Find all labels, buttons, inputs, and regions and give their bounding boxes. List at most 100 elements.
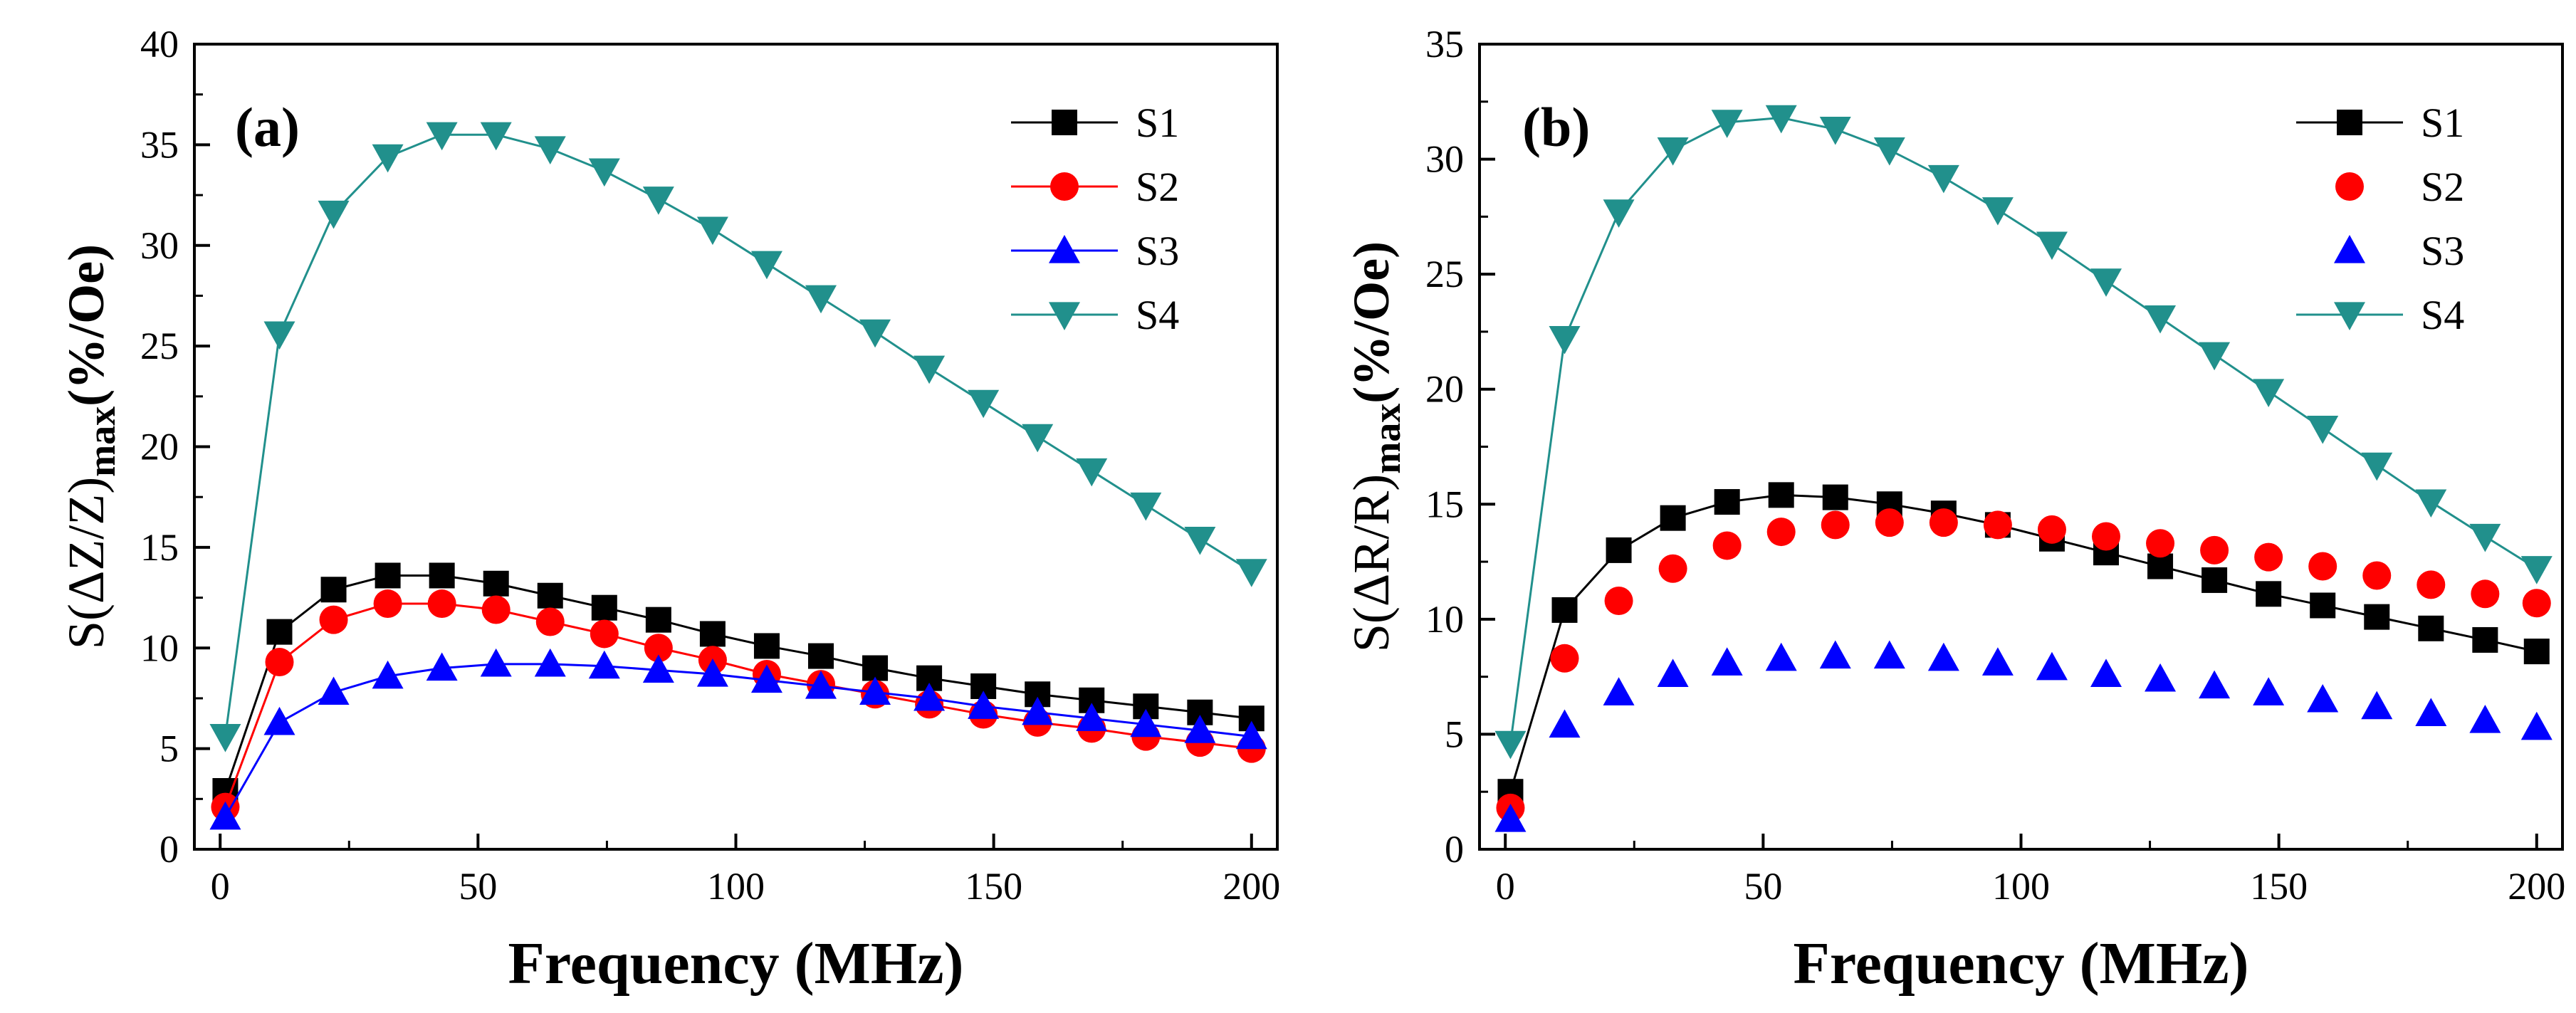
- panel-a-x-tick-label: 200: [1222, 865, 1280, 908]
- panel-a-data-point: [537, 582, 563, 609]
- panel-a-legend: S1 S2 S3 S4: [1011, 100, 1179, 338]
- panel-b-data-point: [1657, 137, 1689, 166]
- panel-b-y-tick-label: 15: [1425, 483, 1464, 525]
- panel-b-data-point: [1765, 642, 1797, 671]
- panel-a-series-s2: [211, 589, 1266, 822]
- panel-a-data-point: [1235, 720, 1267, 750]
- panel-b-x-tick-label: 100: [1992, 865, 2050, 908]
- panel-b-data-point: [2147, 553, 2174, 579]
- panel-b-data-point: [2256, 581, 2282, 607]
- panel-a-data-point: [426, 652, 458, 681]
- panel-b-x-tick-label: 150: [2250, 865, 2308, 908]
- panel-b-data-point: [1603, 677, 1635, 705]
- panel-b-series-s1: [1497, 482, 2550, 805]
- panel-b-data-point: [1658, 554, 1687, 583]
- panel-a-series-s1: [212, 562, 1265, 804]
- panel-b-y-tick-label: 25: [1425, 253, 1464, 295]
- panel-b-data-point: [1766, 518, 1796, 547]
- panel-b-series-s4: [1494, 105, 2553, 760]
- panel-a-data-point: [1076, 458, 1108, 487]
- panel-b-legend-label: S1: [2421, 100, 2464, 146]
- panel-a: 0 50 100 150 200 0 5 10 15 20 25 30 35 40 Frequency (M…: [58, 23, 1280, 997]
- panel-a-series-line: [224, 133, 1252, 737]
- panel-a-data-point: [1076, 703, 1108, 731]
- panel-b-legend: S1 S2 S3 S4: [2296, 100, 2464, 338]
- panel-a-data-point: [968, 691, 1000, 719]
- panel-a-y-axis-title: S(ΔZ/Z)max(%/Oe): [58, 244, 123, 649]
- panel-b-data-point: [2415, 698, 2447, 726]
- panel-a-data-point: [429, 562, 455, 589]
- panel-a-series-s3: [209, 648, 1267, 830]
- panel-a-data-point: [265, 648, 294, 677]
- panel-a-x-tick-label: 100: [707, 865, 765, 908]
- panel-b-data-point: [2472, 626, 2498, 653]
- panel-a-data-point: [591, 594, 617, 621]
- panel-a-data-point: [805, 670, 837, 699]
- panel-a-data-point: [590, 619, 619, 649]
- panel-b-series-s2: [1496, 508, 2551, 822]
- panel-a-data-point: [318, 200, 350, 229]
- panel-b-data-point: [1714, 489, 1740, 515]
- panel-a-y-tick-label: 35: [140, 123, 179, 166]
- panel-a-data-point: [696, 216, 728, 246]
- panel-b-data-point: [2308, 552, 2337, 581]
- panel-a-legend-label: S1: [1136, 100, 1179, 146]
- panel-b-data-point: [1711, 647, 1743, 676]
- panel-b-data-point: [1819, 116, 1851, 145]
- panel-b-data-point: [2199, 670, 2231, 699]
- panel-b-data-point: [1768, 482, 1794, 508]
- panel-b-data-point: [2523, 639, 2550, 665]
- panel-a-data-point: [1130, 708, 1162, 738]
- panel-b-data-point: [1603, 199, 1635, 228]
- panel-a-data-point: [480, 122, 512, 151]
- panel-b-data-point: [2037, 515, 2066, 544]
- panel-b-y-tick-label: 0: [1445, 828, 1464, 871]
- panel-a-y-axis-title-tail: (%/Oe): [58, 244, 115, 406]
- panel-a-x-tick-label: 150: [965, 865, 1022, 908]
- panel-a-data-point: [480, 648, 512, 677]
- panel-b-data-point: [2361, 452, 2393, 481]
- panel-b-y-axis-title: S(ΔR/R)max(%/Oe): [1343, 241, 1408, 652]
- panel-a-x-axis-title: Frequency (MHz): [508, 930, 964, 997]
- panel-a-series-line: [224, 663, 1252, 818]
- panel-b-x-tick-label: 200: [2508, 865, 2565, 908]
- panel-b-data-point: [2307, 683, 2339, 713]
- panel-b-data-point: [2146, 529, 2175, 558]
- panel-b-series-line: [1509, 493, 2538, 792]
- panel-a-data-point: [263, 706, 295, 735]
- panel-b-legend-label: S2: [2421, 164, 2464, 210]
- panel-a-data-point: [588, 650, 620, 679]
- panel-b-data-point: [2307, 416, 2339, 444]
- panel-b-data-point: [2417, 570, 2446, 599]
- panel-b-plot-frame: [1478, 43, 2564, 851]
- panel-b-legend-marker: [2337, 110, 2362, 135]
- panel-a-y-tick-label: 5: [159, 728, 179, 770]
- panel-a-legend-marker: [1049, 302, 1080, 330]
- panel-a-data-point: [1022, 424, 1054, 453]
- panel-b-data-point: [2522, 589, 2551, 618]
- panel-b-legend-marker: [2334, 302, 2365, 330]
- panel-b-data-point: [1765, 105, 1797, 134]
- panel-a-legend-label: S2: [1136, 164, 1179, 210]
- panel-b-data-point: [1981, 197, 2014, 226]
- panel-a-data-point: [535, 607, 565, 636]
- panel-b-data-point: [1604, 587, 1633, 616]
- panel-b-y-axis-title-sub: max: [1366, 404, 1408, 474]
- panel-a-data-point: [209, 801, 241, 830]
- panel-b-data-point: [2469, 523, 2501, 552]
- panel-b-data-point: [1819, 640, 1851, 669]
- panel-a-legend-label: S4: [1136, 292, 1179, 338]
- panel-b-data-point: [1927, 642, 1959, 671]
- panel-a-data-point: [645, 607, 671, 633]
- panel-a-data-point: [642, 187, 674, 215]
- panel-b-data-point: [1927, 164, 1959, 194]
- panel-b-data-point: [2310, 592, 2336, 619]
- panel-a-data-point: [588, 158, 620, 187]
- panel-b-data-point: [2418, 615, 2444, 641]
- panel-a-y-tick-label: 20: [140, 426, 179, 468]
- panel-b-data-point: [1821, 510, 1850, 540]
- panel-a-data-point: [483, 570, 509, 597]
- panel-b-data-point: [2090, 658, 2122, 688]
- panel-a-data-point: [372, 144, 404, 173]
